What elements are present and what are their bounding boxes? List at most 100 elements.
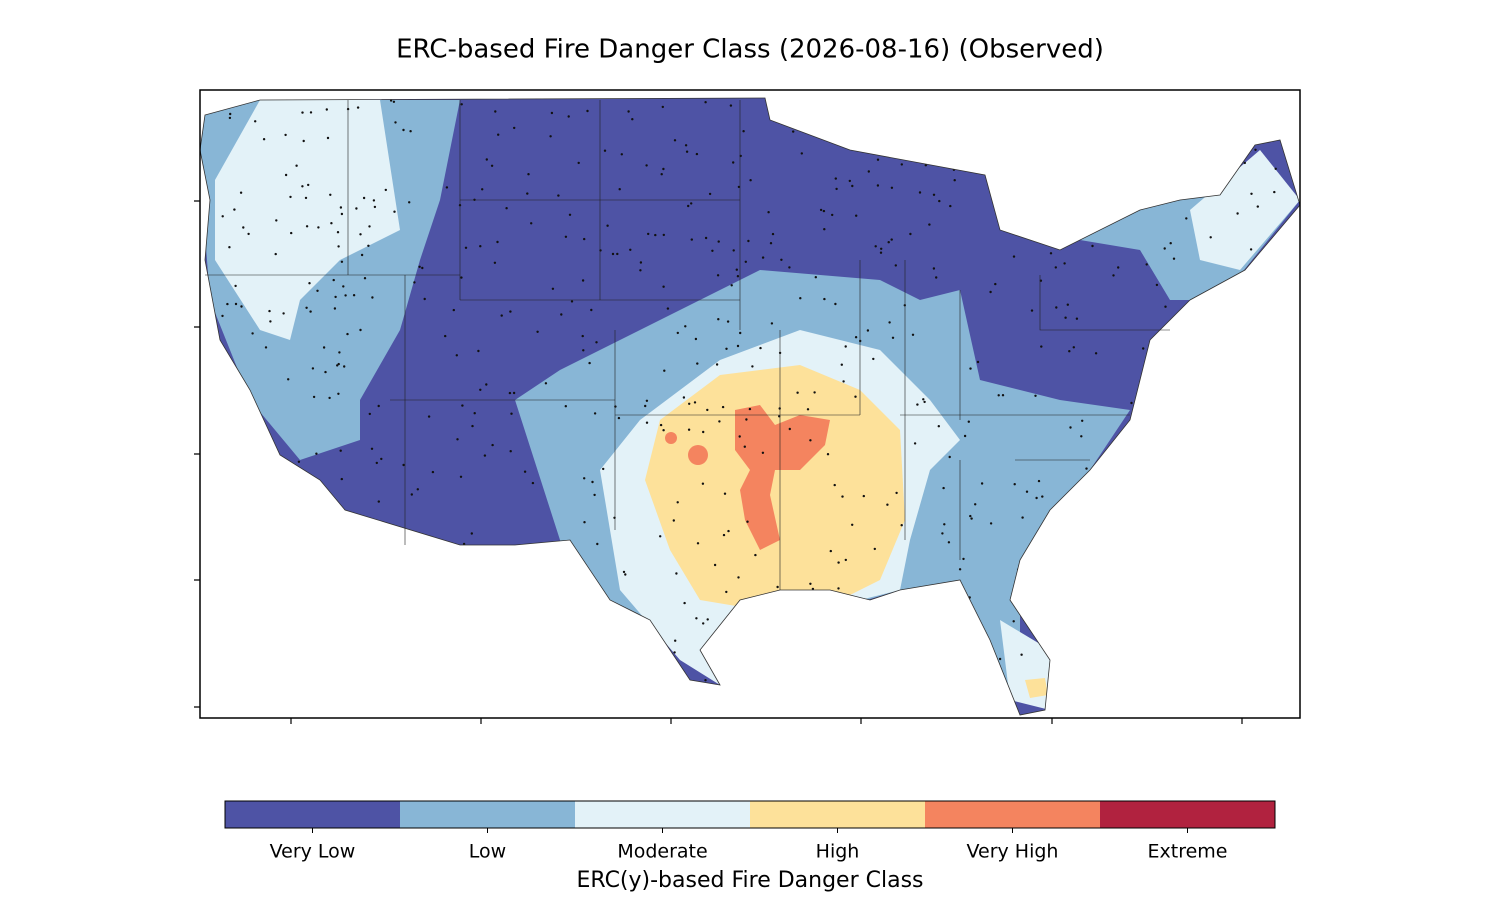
danger-region	[665, 432, 677, 444]
station-dot	[229, 112, 232, 116]
station-dot	[694, 337, 698, 341]
station-dot	[672, 519, 675, 522]
station-dot	[662, 233, 665, 237]
station-dot	[429, 661, 432, 664]
station-dot	[284, 173, 288, 177]
station-dot	[506, 582, 509, 585]
station-dot	[732, 635, 735, 639]
station-dot	[823, 297, 826, 301]
station-dot	[282, 499, 285, 503]
station-dot	[962, 557, 965, 561]
station-dot	[718, 420, 721, 423]
station-dot	[702, 430, 705, 434]
station-dot	[1156, 463, 1159, 466]
colorbar-segment	[750, 801, 925, 828]
station-dot	[330, 222, 333, 225]
station-dot	[1069, 179, 1073, 182]
station-dot	[531, 481, 535, 485]
station-dot	[431, 470, 435, 474]
station-dot	[326, 136, 330, 140]
colorbar-segment	[400, 801, 575, 828]
station-dot	[947, 541, 951, 544]
station-dot	[577, 161, 580, 165]
station-dot	[1102, 205, 1105, 209]
station-dot	[843, 139, 847, 143]
station-dot	[922, 398, 925, 401]
station-dot	[737, 185, 741, 189]
station-dot	[791, 642, 794, 645]
station-dot	[309, 475, 312, 479]
station-dot	[260, 571, 263, 574]
station-dot	[588, 627, 591, 630]
station-dot	[1275, 660, 1278, 663]
station-dot	[831, 213, 834, 217]
station-dot	[606, 224, 609, 227]
station-dot	[228, 246, 231, 249]
station-dot	[647, 232, 650, 236]
station-dot	[914, 103, 917, 106]
station-dot	[297, 460, 301, 463]
station-dot	[421, 572, 424, 575]
station-dot	[322, 623, 325, 626]
station-dot	[549, 135, 552, 138]
station-dot	[717, 240, 720, 243]
station-dot	[1056, 647, 1059, 651]
station-dot	[684, 144, 688, 147]
station-dot	[761, 256, 765, 259]
station-dot	[392, 100, 396, 104]
station-dot	[362, 196, 366, 200]
station-dot	[469, 629, 472, 632]
station-dot	[967, 420, 970, 423]
station-dot	[729, 104, 733, 107]
station-dot	[958, 568, 962, 571]
station-dot	[704, 679, 707, 682]
station-dot	[1107, 547, 1110, 550]
station-dot	[1020, 653, 1023, 656]
station-dot	[806, 659, 809, 662]
station-dot	[508, 657, 511, 660]
station-dot	[1037, 479, 1041, 483]
station-dot	[683, 601, 686, 605]
station-dot	[673, 139, 677, 142]
station-dot	[1071, 556, 1074, 560]
station-dot	[745, 418, 748, 421]
station-dot	[394, 121, 397, 124]
station-dot	[823, 228, 826, 231]
station-dot	[924, 650, 927, 653]
station-dot	[902, 662, 905, 665]
station-dot	[268, 309, 271, 313]
station-dot	[328, 396, 331, 400]
station-dot	[347, 652, 350, 655]
station-dot	[654, 233, 657, 237]
station-dot	[639, 269, 642, 272]
station-dot	[730, 284, 733, 287]
station-dot	[1218, 680, 1222, 684]
station-dot	[302, 139, 305, 143]
station-dot	[674, 639, 677, 642]
station-dot	[1012, 620, 1015, 623]
danger-region	[215, 100, 400, 340]
station-dot	[530, 222, 533, 225]
station-dot	[1057, 658, 1060, 661]
station-dot	[1040, 345, 1043, 348]
station-dot	[1256, 205, 1260, 208]
station-dot	[1062, 108, 1066, 111]
station-dot	[325, 108, 328, 111]
colorbar-segment	[1100, 801, 1275, 828]
station-dot	[1162, 667, 1166, 670]
station-dot	[357, 533, 360, 536]
colorbar-label: ERC(y)-based Fire Danger Class	[576, 868, 923, 893]
station-dot	[499, 672, 502, 676]
station-dot	[1165, 377, 1169, 381]
station-dot	[1232, 447, 1235, 451]
station-dot	[717, 318, 720, 321]
station-dot	[807, 113, 810, 116]
station-dot	[989, 290, 992, 294]
station-dot	[705, 655, 709, 659]
station-dot	[938, 199, 941, 203]
station-dot	[743, 445, 746, 448]
station-dot	[309, 310, 312, 313]
station-dot	[305, 225, 309, 228]
station-dot	[444, 334, 447, 338]
station-dot	[1254, 431, 1258, 435]
